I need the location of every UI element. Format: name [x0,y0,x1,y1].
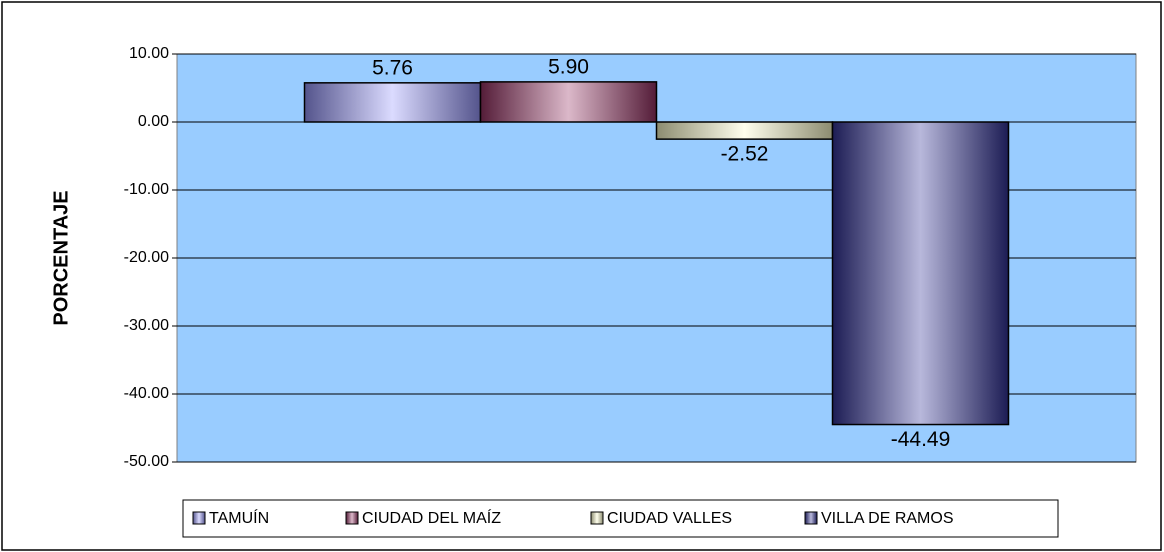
y-tick-label: -40.00 [124,385,169,402]
bar [303,82,482,123]
legend-swatch [804,511,818,525]
legend-label: CIUDAD DEL MAÍZ [362,508,501,527]
legend-label: VILLA DE RAMOS [821,510,954,527]
y-axis-label: PORCENTAJE [50,190,72,325]
data-label: -2.52 [721,143,769,166]
legend-box [182,499,1059,538]
legend-swatch [345,511,359,525]
bar [831,121,1010,426]
data-label: 5.76 [372,56,413,79]
y-tick-label: -10.00 [124,181,169,198]
legend-swatch [590,511,604,525]
y-tick-label: 10.00 [129,45,169,62]
y-tick-label: -50.00 [124,453,169,470]
legend-label: TAMUÍN [209,508,269,527]
data-label: -44.49 [891,428,951,451]
y-tick-label: -30.00 [124,317,169,334]
y-tick-label: -20.00 [124,249,169,266]
y-tick-label: 0.00 [138,113,169,130]
bar [655,121,834,140]
legend-label: CIUDAD VALLES [607,510,732,527]
data-label: 5.90 [548,55,589,78]
bar [479,81,658,123]
legend-swatch [192,511,206,525]
